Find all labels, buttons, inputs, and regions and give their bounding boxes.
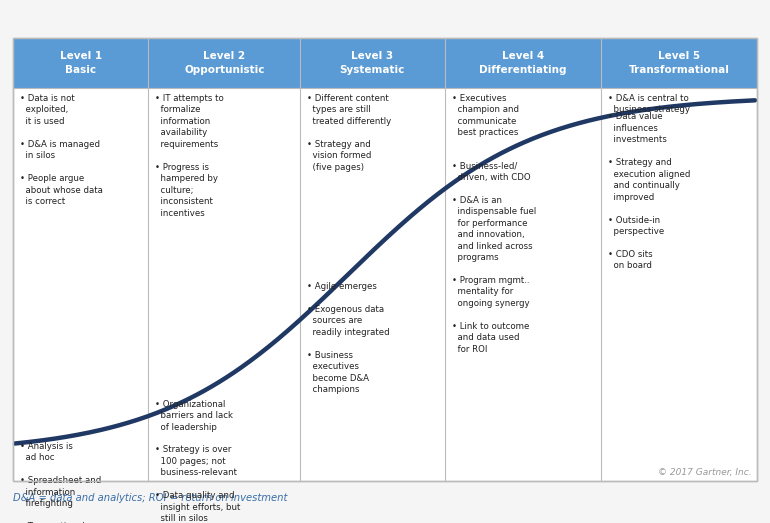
Bar — [444, 38, 601, 88]
Text: • Organizational
  barriers and lack
  of leadership

• Strategy is over
  100 p: • Organizational barriers and lack of le… — [156, 400, 241, 523]
Text: • Different content
  types are still
  treated differently

• Strategy and
  vi: • Different content types are still trea… — [307, 94, 391, 172]
Text: Level 4
Differentiating: Level 4 Differentiating — [479, 51, 567, 75]
Text: Level 3
Systematic: Level 3 Systematic — [340, 51, 405, 75]
Text: Level 2
Opportunistic: Level 2 Opportunistic — [184, 51, 265, 75]
Text: Level 1
Basic: Level 1 Basic — [59, 51, 102, 75]
Text: • Data value
  influences
  investments

• Strategy and
  execution aligned
  an: • Data value influences investments • St… — [608, 112, 690, 270]
Bar — [601, 38, 757, 88]
Bar — [13, 38, 757, 481]
Bar — [13, 38, 757, 481]
Text: • Analysis is
  ad hoc

• Spreadsheet and
  information
  firefighting

• Transa: • Analysis is ad hoc • Spreadsheet and i… — [20, 442, 101, 523]
Bar — [13, 38, 149, 88]
Bar — [300, 38, 444, 88]
Text: D&A = data and analytics; ROI = return on investment: D&A = data and analytics; ROI = return o… — [13, 493, 287, 503]
Text: • IT attempts to
  formalize
  information
  availability
  requirements

• Prog: • IT attempts to formalize information a… — [156, 94, 224, 218]
Text: • Executives
  champion and
  communicate
  best practices: • Executives champion and communicate be… — [451, 94, 518, 138]
Bar — [149, 38, 300, 88]
Text: • Agile emerges

• Exogenous data
  sources are
  readily integrated

• Business: • Agile emerges • Exogenous data sources… — [307, 282, 390, 394]
Text: • D&A is central to
  business strategy: • D&A is central to business strategy — [608, 94, 690, 115]
Text: © 2017 Gartner, Inc.: © 2017 Gartner, Inc. — [658, 468, 752, 477]
Text: • Business-led/
  driven, with CDO

• D&A is an
  indispensable fuel
  for perfo: • Business-led/ driven, with CDO • D&A i… — [451, 162, 536, 354]
Text: • Data is not
  exploited,
  it is used

• D&A is managed
  in silos

• People a: • Data is not exploited, it is used • D&… — [20, 94, 103, 206]
Text: Level 5
Transformational: Level 5 Transformational — [628, 51, 729, 75]
